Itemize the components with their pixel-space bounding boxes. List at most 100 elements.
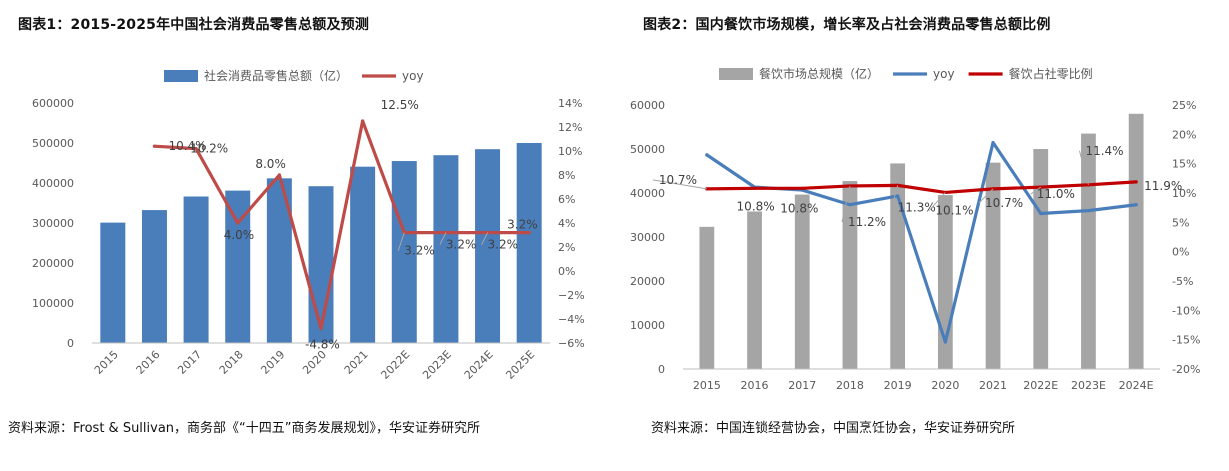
series-line-yoy	[152, 119, 531, 331]
retail-sales-chart: 0 100000 200000 300000 400000 500000 600000 −6%…	[32, 68, 585, 382]
y-right-tick-label: 0%	[558, 265, 575, 278]
x-tick-label: 2025E	[503, 348, 537, 382]
x-tick-label: 2015	[92, 348, 121, 377]
bar	[842, 181, 858, 369]
bar	[794, 194, 810, 369]
leader-line	[397, 232, 405, 251]
y-right-tick-label: 25%	[1172, 99, 1196, 112]
leader-line	[891, 185, 899, 208]
bar	[350, 166, 376, 343]
series-line-餐饮占社零比例	[705, 180, 1138, 195]
data-label: 10.7%	[659, 173, 697, 187]
y-right-tick-label: 15%	[1172, 158, 1196, 171]
x-tick-label: 2021	[979, 379, 1007, 392]
bar	[985, 162, 1001, 369]
data-label: 10.4%	[168, 139, 206, 153]
line-point	[277, 173, 281, 177]
data-label: 10.8%	[737, 199, 775, 213]
bar	[100, 222, 126, 343]
data-label: -4.8%	[305, 338, 340, 352]
line-point	[848, 203, 852, 207]
y-right-tick-label: 6%	[558, 193, 575, 206]
y-left-tick-label: 0	[658, 363, 665, 376]
legend-label: yoy	[402, 69, 424, 83]
y-left-tick-label: 60000	[630, 99, 665, 112]
x-tick-label: 2021	[342, 348, 371, 377]
line-point	[236, 221, 240, 225]
x-tick-label: 2022E	[1023, 379, 1058, 392]
x-tick-label: 2024E	[462, 348, 496, 382]
data-label: 12.5%	[381, 98, 419, 112]
series-line-yoy	[705, 140, 1138, 344]
x-tick-label: 2017	[788, 379, 816, 392]
leader-line	[481, 232, 488, 245]
y-right-tick-label: −4%	[558, 313, 585, 326]
bar	[225, 190, 251, 343]
y-left-tick-label: 300000	[32, 217, 74, 230]
x-tick-label: 2024E	[1119, 379, 1154, 392]
line-point	[361, 119, 365, 123]
x-tick-label: 2018	[836, 379, 864, 392]
y-right-tick-label: -15%	[1172, 334, 1200, 347]
line-point	[896, 183, 900, 187]
leader-line	[1030, 186, 1042, 195]
x-tick-label: 2015	[693, 379, 721, 392]
x-tick-label: 2023E	[420, 348, 454, 382]
figure-2-source: 资料来源：中国连锁经营协会，中国烹饪协会，华安证券研究所	[651, 421, 1016, 436]
line-point	[1134, 203, 1138, 207]
data-label: 3.2%	[404, 244, 435, 258]
line-point	[705, 187, 709, 191]
line-point	[943, 340, 947, 344]
line-point	[848, 184, 852, 188]
line-point	[527, 231, 531, 235]
catering-market-chart: 0 10000 20000 30000 40000 50000 60000 -20% -15% -…	[630, 66, 1200, 392]
data-label: 10.2%	[190, 142, 228, 156]
y-right-tick-label: 0%	[1172, 246, 1189, 259]
x-tick-label: 2016	[134, 348, 163, 377]
x-tick-label: 2023E	[1071, 379, 1106, 392]
y-right-tick-label: 5%	[1172, 216, 1189, 229]
data-label: 3.2%	[507, 218, 538, 232]
legend-label: 餐饮占社零比例	[1009, 66, 1093, 81]
x-tick-label: 2017	[175, 348, 204, 377]
data-label: 10.8%	[780, 201, 818, 215]
y-left-tick-label: 200000	[32, 257, 74, 270]
y-right-tick-label: 2%	[558, 241, 575, 254]
x-tick-label: 2020	[300, 348, 329, 377]
line-point	[1086, 209, 1091, 213]
legend-label: 社会消费品零售总额（亿）	[204, 68, 348, 83]
x-tick-label: 2019	[258, 348, 287, 377]
bar	[747, 211, 762, 369]
data-label: 3.2%	[488, 238, 518, 252]
leader-line	[928, 192, 946, 211]
x-tick-label: 2019	[884, 379, 912, 392]
data-label: 3.2%	[446, 238, 477, 252]
bar	[475, 149, 501, 343]
legend-swatch	[719, 68, 753, 80]
data-label: 10.7%	[985, 196, 1023, 210]
line-point	[752, 186, 757, 190]
y-left-tick-label: 600000	[32, 97, 74, 110]
leader-line	[978, 188, 994, 204]
data-label: 11.2%	[848, 215, 886, 229]
bar	[1081, 133, 1096, 369]
legend-label: 餐饮市场总规模（亿）	[759, 66, 879, 81]
line-point	[194, 147, 198, 151]
y-right-tick-label: 10%	[558, 145, 582, 158]
y-left-tick-label: 30000	[630, 231, 665, 244]
bar	[433, 155, 459, 343]
data-label: 4.0%	[224, 228, 255, 242]
line-point	[319, 327, 323, 331]
x-tick-label: 2018	[217, 348, 246, 377]
line-point	[991, 140, 995, 145]
x-tick-label: 2022E	[378, 348, 412, 382]
y-right-tick-label: 4%	[558, 217, 575, 230]
leader-line	[1078, 150, 1089, 185]
y-right-tick-label: 10%	[1172, 187, 1196, 200]
y-right-tick-label: −2%	[558, 289, 585, 302]
y-right-tick-label: 8%	[558, 169, 575, 182]
x-tick-label: 2016	[741, 379, 769, 392]
leader-line	[652, 179, 707, 190]
y-left-tick-label: 40000	[630, 187, 665, 200]
data-label: 11.4%	[1085, 144, 1123, 158]
